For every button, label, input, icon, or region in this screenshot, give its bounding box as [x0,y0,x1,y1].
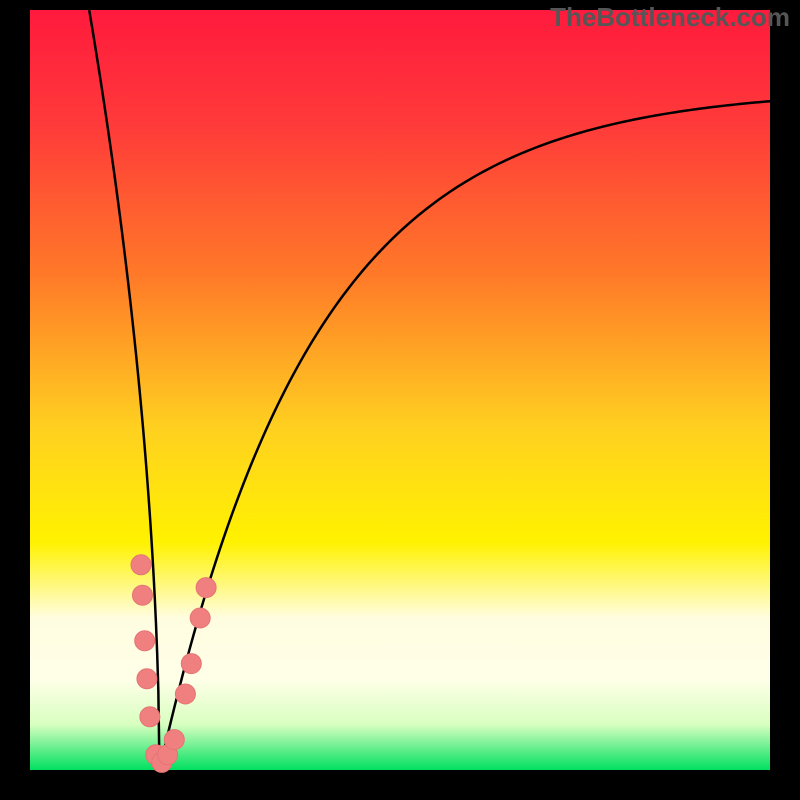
data-marker [181,654,201,674]
data-marker [175,684,195,704]
data-marker [137,669,157,689]
chart-container: TheBottleneck.com [0,0,800,800]
data-marker [132,585,152,605]
data-marker [190,608,210,628]
bottleneck-chart [0,0,800,800]
data-marker [131,555,151,575]
data-marker [135,631,155,651]
data-marker [140,707,160,727]
data-marker [196,578,216,598]
watermark-text: TheBottleneck.com [550,2,790,33]
data-marker [164,730,184,750]
